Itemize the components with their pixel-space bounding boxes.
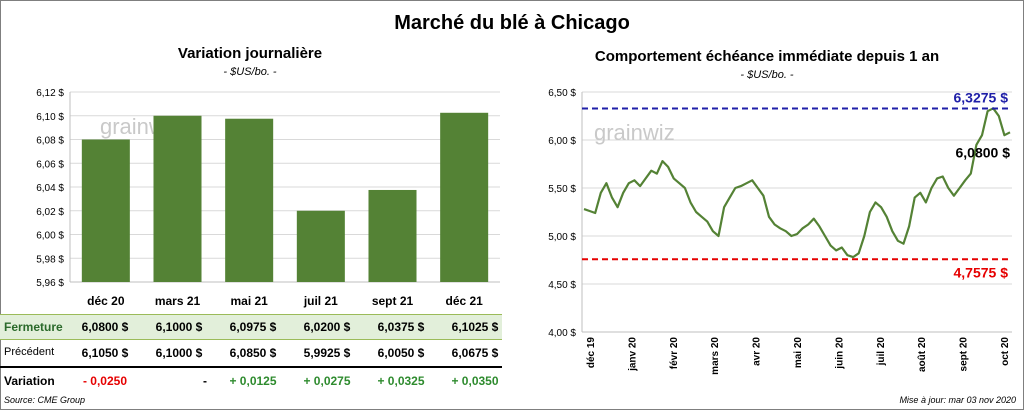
- variation-cell: + 0,0125: [229, 374, 277, 388]
- bar-y-tick-label: 5,96 $: [36, 278, 64, 289]
- bar-x-tick-label: mai 21: [230, 294, 268, 308]
- precedent-cell: 6,1050 $: [81, 346, 129, 360]
- line-x-tick-label: janv 20: [627, 337, 638, 372]
- line-y-tick-label: 6,50 $: [548, 88, 576, 99]
- line-x-tick-label: déc 19: [586, 337, 597, 369]
- line-x-tick-label: oct 20: [1000, 337, 1011, 366]
- bar-y-tick-label: 5,98 $: [36, 254, 64, 265]
- line-y-tick-label: 6,00 $: [548, 136, 576, 147]
- main-title: Marché du blé à Chicago: [394, 12, 630, 34]
- table-row-precedent: Précédent 6,1050 $ 6,1000 $ 6,0850 $ 5,9…: [0, 341, 502, 365]
- last-price-label: 6,0800 $: [956, 144, 1011, 160]
- line-x-tick-label: mai 20: [793, 337, 804, 369]
- row-label: Fermeture: [4, 320, 63, 334]
- fermeture-cell: 6,0375 $: [377, 320, 425, 334]
- fermeture-cell: 6,0200 $: [303, 320, 351, 334]
- bar: [368, 189, 417, 282]
- bar-x-tick-label: mars 21: [155, 294, 201, 308]
- fermeture-cell: 6,0800 $: [81, 320, 129, 334]
- line-x-tick-label: juin 20: [834, 337, 845, 370]
- bar-y-tick-label: 6,12 $: [36, 88, 64, 99]
- line-x-tick-label: mars 20: [710, 337, 721, 375]
- variation-cell: + 0,0350: [451, 374, 499, 388]
- price-series-line: [583, 107, 1011, 259]
- bar-x-tick-label: sept 21: [372, 294, 414, 308]
- precedent-cell: 5,9925 $: [303, 346, 351, 360]
- table-divider: [0, 366, 502, 368]
- bar-x-tick-label: déc 21: [445, 294, 483, 308]
- bar: [225, 118, 274, 282]
- precedent-cell: 6,0675 $: [451, 346, 499, 360]
- line-y-tick-label: 5,50 $: [548, 184, 576, 195]
- bar-x-tick-label: juil 21: [303, 294, 338, 308]
- update-note: Mise à jour: mar 03 nov 2020: [899, 395, 1016, 405]
- bar-y-tick-label: 6,00 $: [36, 231, 64, 242]
- precedent-cell: 6,1000 $: [155, 346, 203, 360]
- left-panel-subtitle: - $US/bo. -: [223, 66, 277, 78]
- bar: [296, 210, 345, 282]
- right-panel-subtitle: - $US/bo. -: [740, 69, 794, 81]
- variation-cell: + 0,0325: [377, 374, 425, 388]
- line-x-tick-label: sept 20: [959, 337, 970, 372]
- fermeture-cell: 6,0975 $: [229, 320, 277, 334]
- left-panel-title: Variation journalière: [177, 45, 323, 62]
- bar: [81, 139, 130, 282]
- source-note: Source: CME Group: [4, 395, 86, 405]
- row-label: Variation: [4, 374, 55, 388]
- line-x-tick-label: août 20: [917, 337, 928, 372]
- table-row-fermeture: Fermeture 6,0800 $ 6,1000 $ 6,0975 $ 6,0…: [0, 314, 502, 340]
- right-panel-title: Comportement échéance immédiate depuis 1…: [594, 48, 940, 65]
- bar-y-tick-label: 6,10 $: [36, 112, 64, 123]
- line-x-tick-label: févr 20: [669, 337, 680, 370]
- precedent-cell: 6,0050 $: [377, 346, 425, 360]
- line-y-tick-label: 4,50 $: [548, 280, 576, 291]
- line-chart: 4,00 $ 4,50 $ 5,00 $ 5,50 $ 6,00 $ 6,50 $ grai…: [548, 88, 1012, 375]
- variation-cell: + 0,0275: [303, 374, 351, 388]
- high-reference-label: 6,3275 $: [954, 90, 1009, 106]
- bar: [440, 112, 489, 282]
- low-reference-label: 4,7575 $: [954, 264, 1009, 280]
- bar-y-tick-label: 6,04 $: [36, 183, 64, 194]
- line-x-tick-label: avr 20: [752, 337, 763, 366]
- bar-x-tick-label: déc 20: [87, 294, 125, 308]
- bar-y-tick-label: 6,02 $: [36, 207, 64, 218]
- table-row-variation: Variation - 0,0250 - + 0,0125 + 0,0275 +…: [0, 369, 502, 393]
- fermeture-cell: 6,1025 $: [451, 320, 499, 334]
- line-y-tick-label: 5,00 $: [548, 232, 576, 243]
- row-label: Précédent: [4, 346, 55, 358]
- line-y-tick-label: 4,00 $: [548, 328, 576, 339]
- bar: [153, 115, 202, 282]
- bar-y-tick-label: 6,06 $: [36, 159, 64, 170]
- bar-chart: 5,96 $ 5,98 $ 6,00 $ 6,02 $ 6,04 $ 6,06 $ 6,08…: [36, 88, 500, 308]
- fermeture-cell: 6,1000 $: [155, 320, 203, 334]
- bar-y-tick-label: 6,08 $: [36, 136, 64, 147]
- line-x-tick-label: juil 20: [876, 337, 887, 367]
- variation-cell: -: [203, 374, 207, 388]
- variation-cell: - 0,0250: [82, 374, 128, 388]
- precedent-cell: 6,0850 $: [229, 346, 277, 360]
- watermark-logo: grainwiz: [594, 120, 675, 145]
